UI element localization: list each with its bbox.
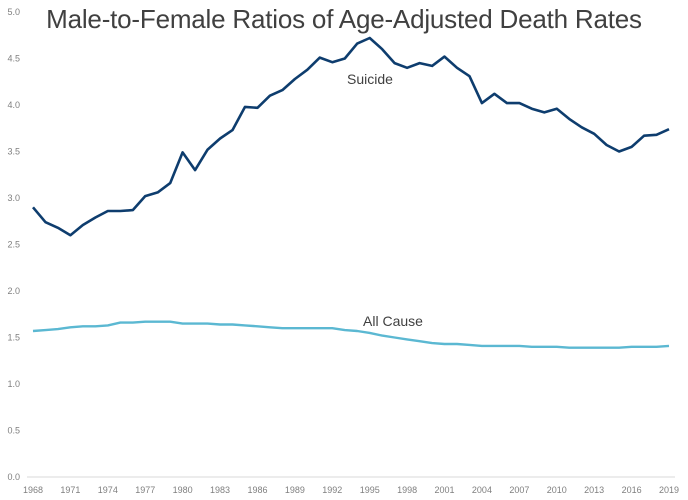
series-label: All Cause xyxy=(363,313,423,329)
x-tick-label: 1998 xyxy=(397,485,417,495)
x-axis-ticks: 1968 1971 1974 1977 1980 1983 1986 1989 1992 1995… xyxy=(23,485,679,495)
y-tick-label: 1.5 xyxy=(7,333,20,343)
y-tick-label: 1.0 xyxy=(7,379,20,389)
x-tick-label: 1983 xyxy=(210,485,230,495)
x-tick-label: 1968 xyxy=(23,485,43,495)
x-tick-label: 1992 xyxy=(322,485,342,495)
x-tick-label: 2010 xyxy=(547,485,567,495)
series-label: Suicide xyxy=(347,71,393,87)
y-tick-label: 3.5 xyxy=(7,147,20,157)
y-tick-label: 3.0 xyxy=(7,193,20,203)
y-tick-label: 0.5 xyxy=(7,426,20,436)
x-tick-label: 1989 xyxy=(285,485,305,495)
y-tick-label: 4.0 xyxy=(7,100,20,110)
x-tick-label: 2004 xyxy=(472,485,492,495)
x-tick-label: 2001 xyxy=(435,485,455,495)
x-tick-label: 2019 xyxy=(659,485,679,495)
x-tick-label: 1971 xyxy=(60,485,80,495)
y-tick-label: 2.0 xyxy=(7,286,20,296)
series-line-suicide xyxy=(32,36,670,237)
series-line-all-cause xyxy=(32,320,670,349)
series-lines xyxy=(32,36,670,349)
x-tick-label: 1980 xyxy=(173,485,193,495)
x-tick-label: 2013 xyxy=(584,485,604,495)
y-tick-label: 4.5 xyxy=(7,54,20,64)
x-tick-label: 1995 xyxy=(360,485,380,495)
x-tick-label: 2016 xyxy=(622,485,642,495)
x-tick-label: 1986 xyxy=(247,485,267,495)
y-tick-label: 0.0 xyxy=(7,472,20,482)
y-tick-label: 2.5 xyxy=(7,240,20,250)
x-tick-label: 1977 xyxy=(135,485,155,495)
series-labels: Suicide All Cause xyxy=(347,71,423,329)
x-tick-label: 1974 xyxy=(98,485,118,495)
x-tick-label: 2007 xyxy=(509,485,529,495)
y-axis-ticks: 0.0 0.5 1.0 1.5 2.0 2.5 3.0 3.5 4.0 4.5 5.0 xyxy=(7,7,20,482)
y-tick-label: 5.0 xyxy=(7,7,20,17)
chart-title: Male-to-Female Ratios of Age-Adjusted De… xyxy=(46,4,642,34)
